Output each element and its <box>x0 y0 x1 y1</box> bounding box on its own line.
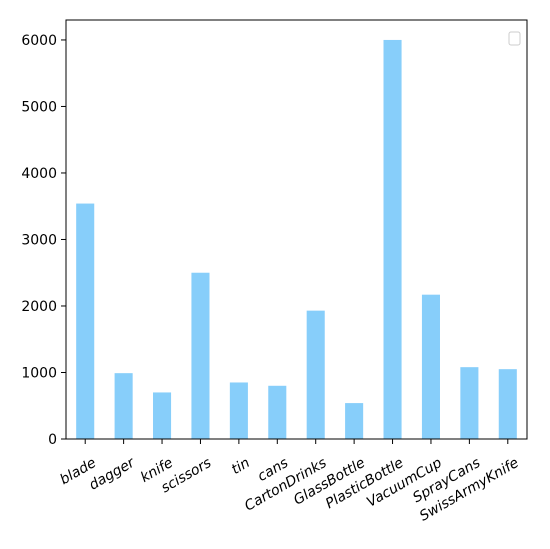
bar-cans <box>268 385 287 439</box>
bar-CartonDrinks <box>306 310 325 439</box>
bar-SwissArmyKnife <box>498 369 517 439</box>
y-tick-label: 3000 <box>21 232 57 248</box>
bar-dagger <box>114 373 133 439</box>
bar-scissors <box>191 272 210 439</box>
bar-blade <box>76 203 95 439</box>
y-tick-label: 0 <box>48 432 57 448</box>
bar-tin <box>229 382 248 439</box>
y-tick-label: 4000 <box>21 166 57 182</box>
bar-PlasticBottle <box>383 39 402 439</box>
bar-GlassBottle <box>345 403 364 439</box>
y-tick-label: 5000 <box>21 99 57 115</box>
plot-frame <box>65 19 528 440</box>
bars-layer <box>76 39 517 439</box>
bar-VacuumCup <box>421 294 440 439</box>
bar-SprayCans <box>460 367 479 439</box>
y-axis: 0 1000 2000 3000 4000 5000 6000 <box>21 33 66 448</box>
bar-knife <box>153 392 172 439</box>
x-tick-label: dagger <box>86 454 138 493</box>
y-tick-label: 1000 <box>21 365 57 381</box>
y-tick-label: 2000 <box>21 299 57 315</box>
legend-box <box>508 31 521 46</box>
y-tick-label: 6000 <box>21 33 57 49</box>
x-tick-label: tin <box>229 455 253 478</box>
